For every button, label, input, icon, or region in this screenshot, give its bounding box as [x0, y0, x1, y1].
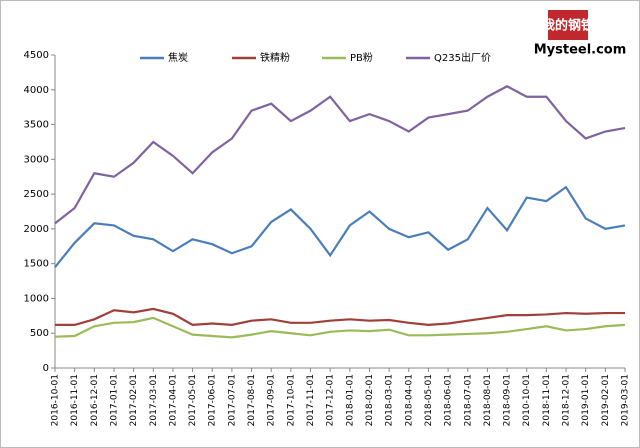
- y-tick-label: 3500: [24, 120, 49, 131]
- series-line: [55, 307, 625, 326]
- x-tick-label: 2017-02-01: [129, 374, 139, 426]
- x-tick-label: 2019-01-01: [581, 374, 591, 426]
- legend-label: 焦炭: [168, 51, 188, 64]
- x-tick-label: 2018-05-01: [424, 374, 434, 426]
- logo-site: Mysteel.com: [534, 43, 627, 58]
- x-tick-label: 2018-11-01: [542, 374, 552, 426]
- x-tick-label: 2018-09-01: [503, 374, 513, 426]
- y-tick-label: 1000: [24, 293, 49, 304]
- y-tick-label: 1500: [24, 259, 49, 270]
- y-tick-label: 4000: [24, 85, 49, 96]
- x-tick-label: 2017-04-01: [168, 374, 178, 426]
- x-tick-label: 2017-06-01: [208, 374, 218, 426]
- y-tick-label: 500: [30, 328, 49, 339]
- series-line: [54, 316, 626, 339]
- y-tick-label: 2000: [24, 224, 49, 235]
- x-tick-label: 2017-07-01: [227, 374, 237, 426]
- legend-label: 铁精粉: [260, 51, 290, 64]
- y-tick-label: 4500: [24, 50, 49, 61]
- x-tick-label: 2016-11-01: [70, 374, 80, 426]
- logo-block: [548, 10, 588, 40]
- x-tick-label: 2017-12-01: [326, 374, 336, 426]
- logo-brand: 我的钢铁: [542, 18, 594, 34]
- y-tick-label: 2500: [24, 189, 49, 200]
- x-tick-label: 2018-12-01: [562, 374, 572, 426]
- x-tick-label: 2017-08-01: [247, 374, 257, 426]
- x-tick-label: 2016-12-01: [90, 374, 100, 426]
- series-line: [54, 85, 626, 225]
- x-tick-label: 2018-07-01: [463, 374, 473, 426]
- x-tick-label: 2018-02-01: [365, 374, 375, 426]
- legend-label: Q235出厂价: [434, 51, 491, 64]
- x-tick-label: 2018-06-01: [444, 374, 454, 426]
- series-line: [54, 185, 626, 268]
- x-tick-label: 2018-03-01: [385, 374, 395, 426]
- x-tick-label: 2018-01-01: [345, 374, 355, 426]
- x-tick-label: 2016-10-01: [51, 374, 61, 426]
- x-tick-label: 2019-02-01: [601, 374, 611, 426]
- x-tick-label: 2018-04-01: [404, 374, 414, 426]
- y-tick-label: 0: [43, 363, 49, 374]
- x-tick-label: 2017-05-01: [188, 374, 198, 426]
- x-tick-label: 2019-03-01: [621, 374, 631, 426]
- legend-label: PB粉: [350, 51, 373, 64]
- x-tick-label: 2017-03-01: [149, 374, 159, 426]
- x-tick-label: 2017-10-01: [286, 374, 296, 426]
- x-tick-label: 2017-11-01: [306, 374, 316, 426]
- x-tick-label: 2018-08-01: [483, 374, 493, 426]
- x-tick-label: 2010-10-01: [522, 374, 532, 426]
- y-tick-label: 3000: [24, 154, 49, 165]
- x-tick-label: 2017-09-01: [267, 374, 277, 426]
- x-tick-label: 2017-01-01: [109, 374, 119, 426]
